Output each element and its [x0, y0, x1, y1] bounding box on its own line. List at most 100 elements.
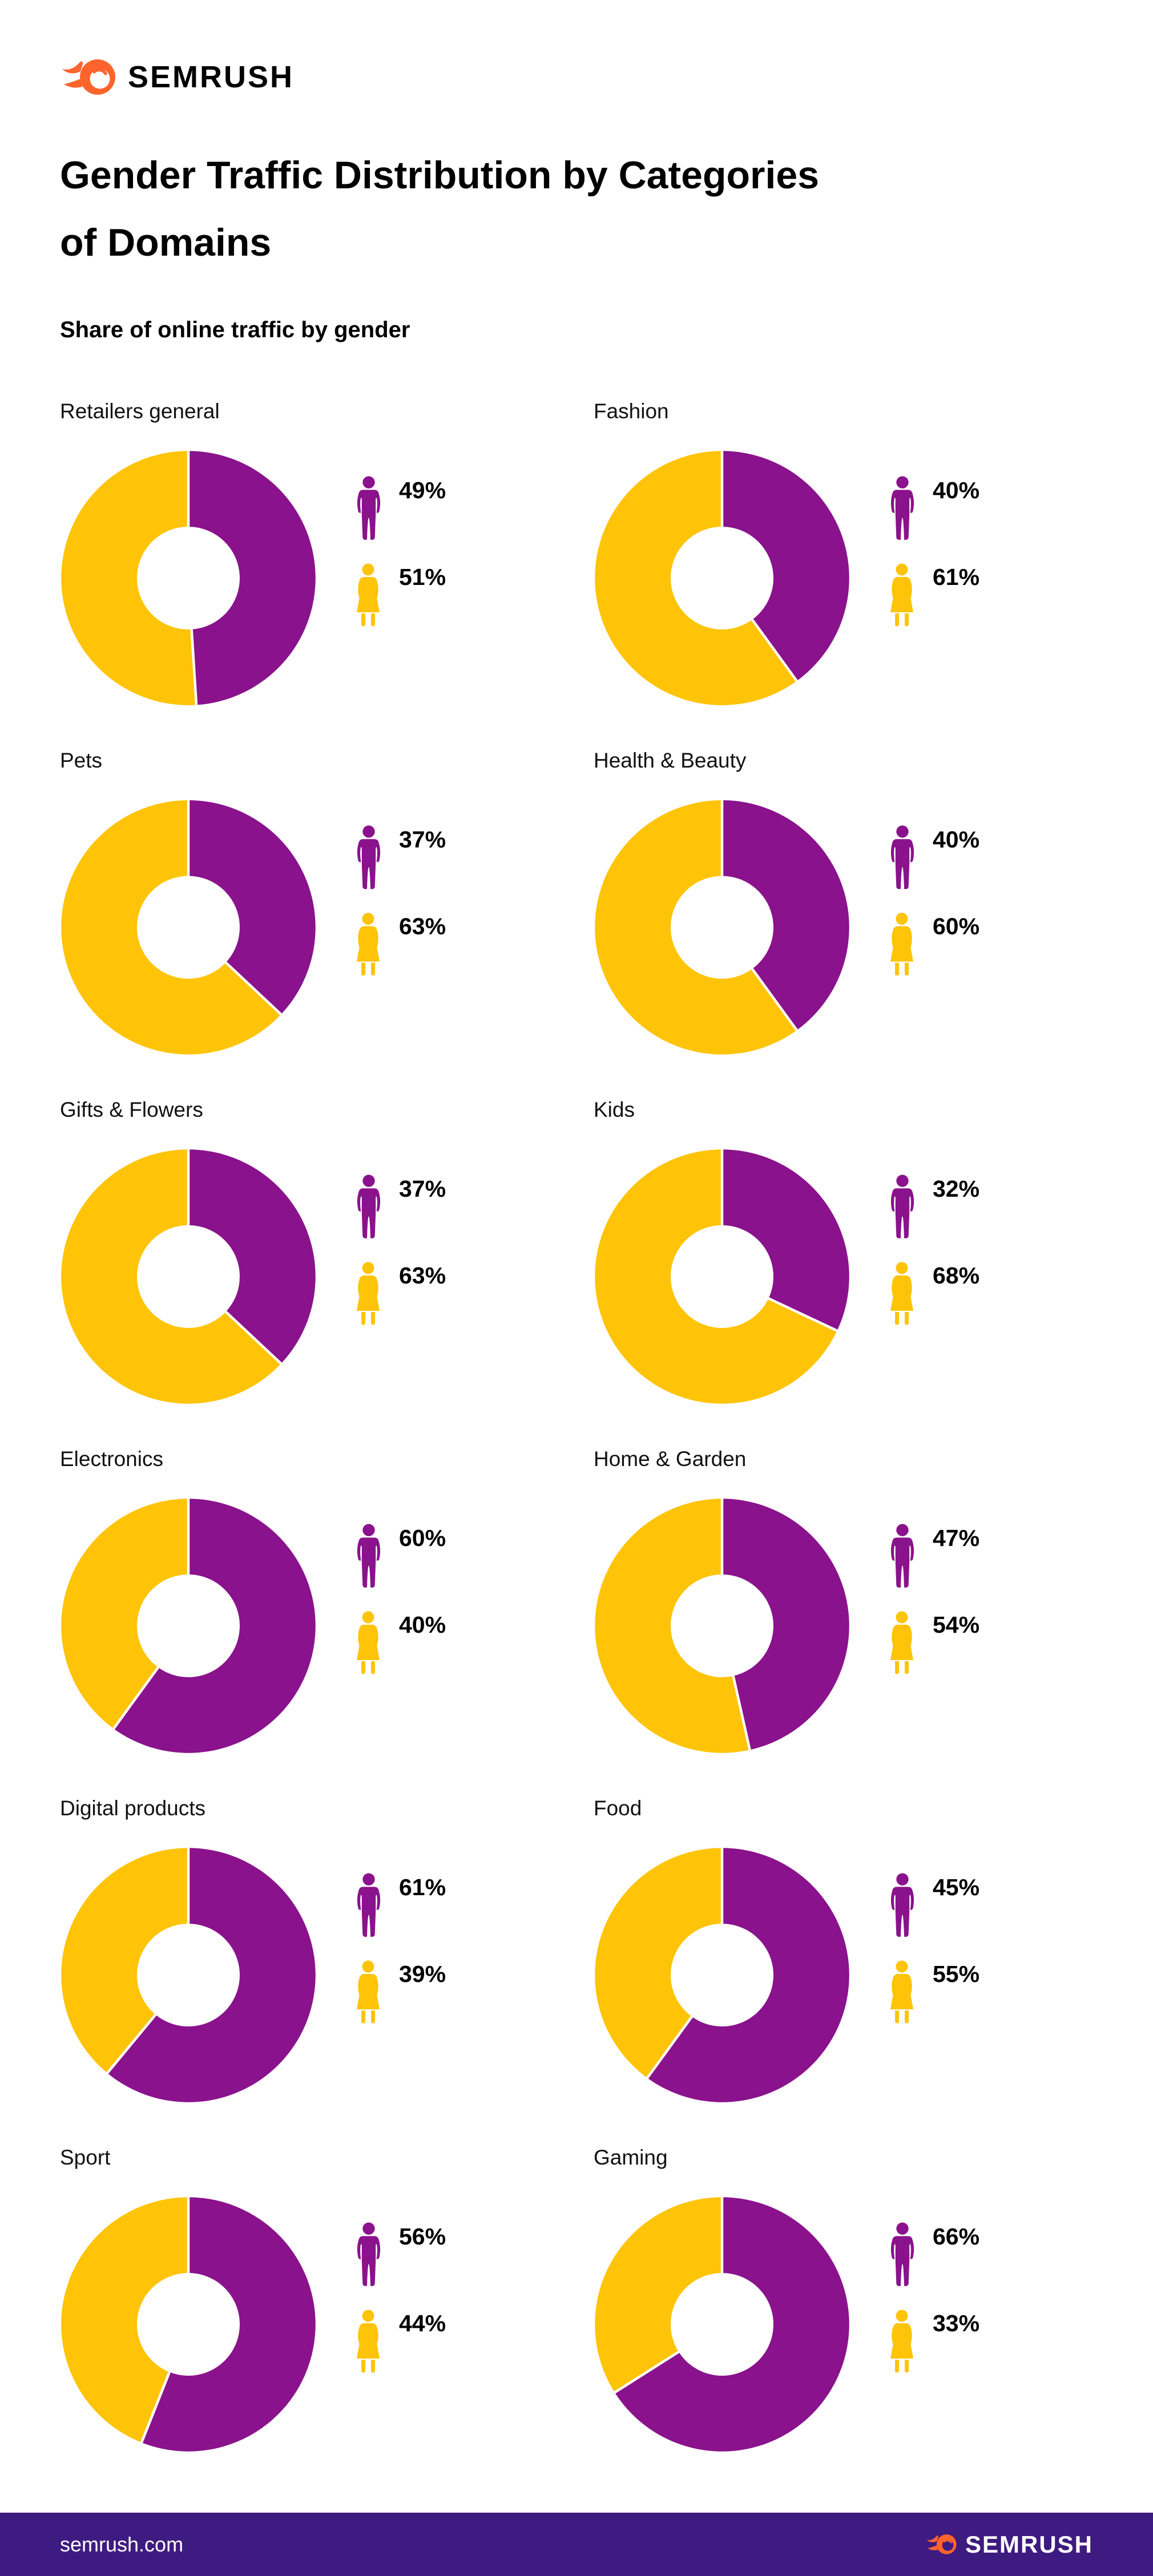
- chart-cell: Gaming 66% 33%: [594, 2146, 1107, 2465]
- chart-cell: Electronics 60% 40%: [60, 1447, 574, 1767]
- chart-cell: Gifts & Flowers 37% 63%: [60, 1098, 574, 1418]
- male-slice: [188, 1149, 316, 1364]
- female-percent: 63%: [399, 1262, 446, 1289]
- female-icon: [890, 2309, 913, 2373]
- header-logo: SEMRUSH: [62, 58, 294, 96]
- female-slice: [595, 1149, 837, 1404]
- male-percent: 45%: [933, 1874, 980, 1900]
- category-label: Gaming: [594, 2146, 668, 2169]
- category-label: Retailers general: [60, 399, 220, 423]
- footer-brand-wordmark: SEMRUSH: [965, 2530, 1093, 2558]
- female-icon: [890, 1960, 913, 2024]
- footer: semrush.com SEMRUSH: [0, 2513, 1153, 2576]
- male-percent: 56%: [399, 2223, 446, 2250]
- female-percent: 61%: [933, 564, 980, 590]
- female-slice: [61, 1149, 281, 1404]
- slice-divider: [106, 2013, 157, 2074]
- female-percent: 60%: [933, 913, 980, 939]
- category-label: Electronics: [60, 1447, 163, 1471]
- male-icon: [890, 476, 914, 540]
- category-label: Digital products: [60, 1796, 206, 1820]
- brand-wordmark: SEMRUSH: [128, 60, 295, 94]
- chart-cell: Health & Beauty 40% 60%: [594, 749, 1107, 1068]
- female-percent: 54%: [933, 1612, 980, 1638]
- category-label: Pets: [60, 749, 103, 772]
- male-percent: 32%: [933, 1176, 980, 1202]
- page-title: Gender Traffic Distribution by Categorie…: [60, 142, 1099, 276]
- female-slice: [61, 800, 281, 1055]
- slice-divider: [190, 629, 198, 705]
- female-percent: 68%: [933, 1262, 980, 1289]
- donut-chart: [595, 800, 849, 1055]
- chart-cell: Kids 32% 68%: [594, 1098, 1107, 1418]
- slice-divider: [732, 1675, 751, 1750]
- male-percent: 47%: [933, 1525, 980, 1551]
- male-icon: [357, 2222, 381, 2286]
- footer-url[interactable]: semrush.com: [60, 2532, 184, 2556]
- slice-divider: [140, 2371, 171, 2443]
- slice-divider: [112, 1666, 159, 1730]
- female-slice: [61, 451, 196, 705]
- category-label: Sport: [60, 2146, 111, 2169]
- female-percent: 55%: [933, 1961, 980, 1987]
- category-label: Health & Beauty: [594, 749, 747, 772]
- male-percent: 37%: [399, 826, 446, 853]
- female-slice: [595, 800, 797, 1055]
- male-slice: [722, 1499, 849, 1750]
- donut-chart: [595, 1499, 849, 1753]
- chart-cell: Fashion 40% 61%: [594, 399, 1107, 719]
- male-percent: 37%: [399, 1176, 446, 1202]
- page-subtitle: Share of online traffic by gender: [60, 317, 410, 342]
- male-icon: [357, 825, 381, 889]
- female-percent: 51%: [399, 564, 446, 590]
- male-percent: 61%: [399, 1874, 446, 1900]
- male-slice: [722, 800, 849, 1031]
- female-icon: [890, 912, 913, 976]
- donut-chart: [595, 1848, 849, 2102]
- female-percent: 39%: [399, 1961, 446, 1987]
- slice-divider: [751, 619, 798, 682]
- category-label: Home & Garden: [594, 1447, 747, 1471]
- female-icon: [357, 563, 380, 627]
- donut-chart: [595, 1149, 849, 1404]
- chart-cell: Digital products 61% 39%: [60, 1796, 574, 2116]
- chart-cell: Home & Garden 47% 54%: [594, 1447, 1107, 1767]
- category-label: Gifts & Flowers: [60, 1098, 203, 1121]
- male-icon: [357, 1524, 381, 1588]
- female-icon: [890, 1611, 913, 1674]
- female-slice: [61, 1499, 188, 1729]
- category-label: Food: [594, 1796, 642, 1820]
- slice-divider: [751, 968, 798, 1031]
- male-percent: 66%: [933, 2223, 980, 2250]
- male-icon: [890, 2222, 914, 2286]
- slice-divider: [225, 1310, 282, 1365]
- male-percent: 40%: [933, 477, 980, 503]
- male-percent: 40%: [933, 826, 980, 853]
- male-icon: [890, 825, 914, 889]
- female-slice: [595, 451, 797, 705]
- female-slice: [595, 2197, 722, 2393]
- female-icon: [357, 2309, 380, 2373]
- page-title-line1: Gender Traffic Distribution by Categorie…: [60, 154, 820, 197]
- male-icon: [357, 1174, 381, 1238]
- male-icon: [890, 1873, 914, 1937]
- chart-cell: Sport 56% 44%: [60, 2146, 574, 2465]
- female-slice: [61, 2197, 189, 2443]
- male-slice: [722, 1149, 849, 1331]
- female-icon: [357, 912, 380, 976]
- category-label: Fashion: [594, 399, 669, 423]
- male-slice: [188, 451, 316, 705]
- donut-chart: [61, 451, 316, 705]
- male-icon: [890, 1174, 914, 1238]
- donut-chart: [61, 1848, 316, 2102]
- chart-cell: Pets 37% 63%: [60, 749, 574, 1068]
- chart-cell: Retailers general 49% 51%: [60, 399, 574, 719]
- male-slice: [107, 1848, 316, 2102]
- female-icon: [890, 1262, 913, 1325]
- slice-divider: [614, 2351, 680, 2394]
- male-slice: [614, 2197, 849, 2452]
- donut-chart: [61, 1149, 316, 1404]
- female-slice: [595, 1499, 750, 1753]
- female-icon: [357, 1960, 380, 2024]
